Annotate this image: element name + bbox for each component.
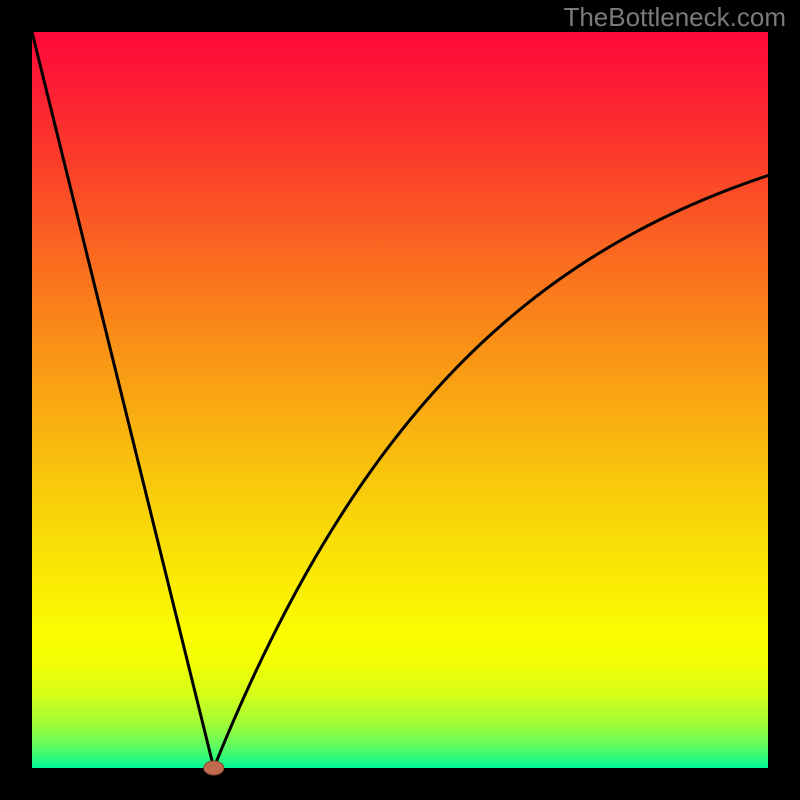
- min-point-marker: [204, 761, 224, 775]
- bottleneck-curve: [32, 32, 768, 768]
- chart-root: TheBottleneck.com: [0, 0, 800, 800]
- watermark-text: TheBottleneck.com: [563, 2, 786, 33]
- curve-layer: [0, 0, 800, 800]
